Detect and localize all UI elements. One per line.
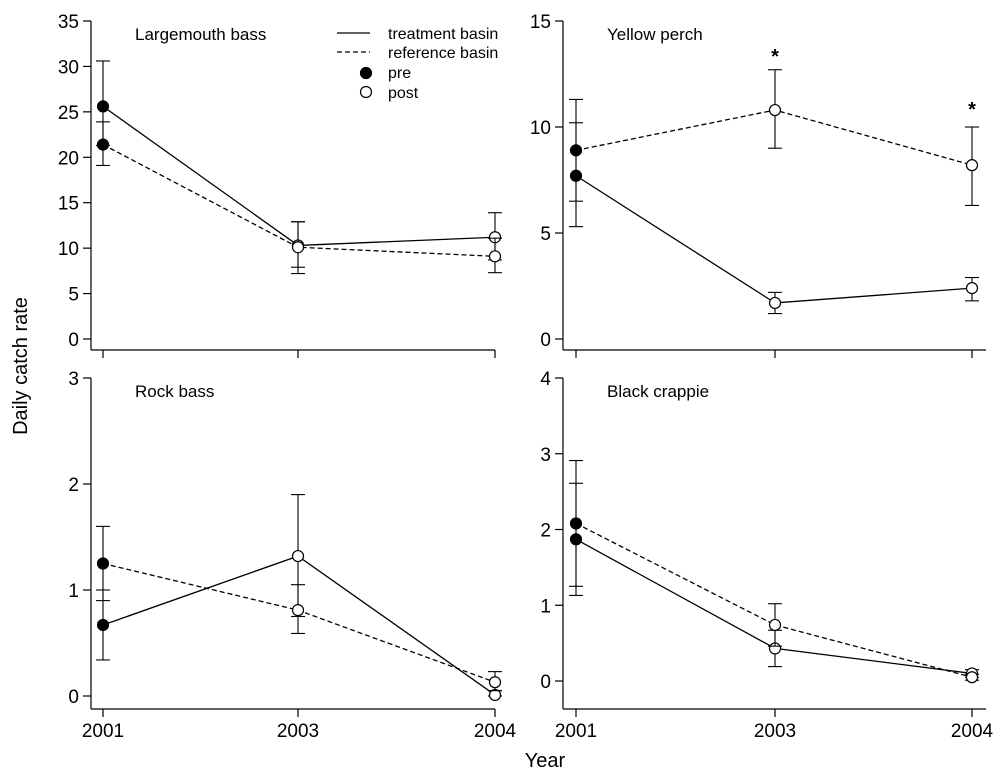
significance-marker: * bbox=[968, 99, 976, 121]
significance-marker: * bbox=[771, 46, 779, 68]
legend-label-reference: reference basin bbox=[388, 45, 498, 62]
reference-point-2003 bbox=[768, 103, 782, 117]
y-tick-label: 0 bbox=[68, 687, 79, 708]
y-tick-label: 0 bbox=[540, 672, 551, 693]
treatment-point-2003 bbox=[768, 296, 782, 310]
panel-title: Yellow perch bbox=[607, 25, 703, 44]
y-tick-label: 1 bbox=[540, 596, 551, 617]
legend-label-treatment: treatment basin bbox=[388, 26, 498, 43]
reference-point-2003 bbox=[291, 604, 305, 617]
panel-largemouth-bass: 0 5 10 15 20 25 30 35 Largemouth bass bbox=[58, 12, 502, 358]
x-tick-label: 2001 bbox=[82, 721, 124, 742]
reference-point-2001 bbox=[96, 557, 110, 570]
reference-series-line bbox=[575, 522, 973, 678]
y-tick-label: 15 bbox=[530, 12, 551, 33]
y-tick-label: 4 bbox=[540, 369, 551, 390]
x-tick-label: 2003 bbox=[277, 721, 319, 742]
panel-title: Largemouth bass bbox=[135, 25, 266, 44]
panel-yellow-perch: 0 5 10 15 Yellow perch * * bbox=[530, 12, 986, 358]
x-axis-label: Year bbox=[525, 750, 566, 772]
y-tick-label: 2 bbox=[68, 475, 79, 496]
y-tick-label: 1 bbox=[68, 581, 79, 602]
x-tick-label: 2003 bbox=[754, 721, 796, 742]
y-tick-label: 15 bbox=[58, 194, 79, 215]
reference-point-2001 bbox=[569, 144, 583, 157]
reference-point-2003 bbox=[291, 241, 305, 254]
reference-point-2001 bbox=[569, 517, 583, 530]
x-tick-label: 2001 bbox=[555, 721, 597, 742]
treatment-point-2001 bbox=[96, 100, 110, 113]
x-tick-label: 2004 bbox=[951, 721, 994, 742]
y-tick-label: 0 bbox=[68, 330, 79, 351]
legend-label-pre: pre bbox=[388, 65, 411, 82]
x-tick-label: 2004 bbox=[474, 721, 517, 742]
reference-point-2004 bbox=[965, 159, 979, 172]
y-tick-label: 10 bbox=[58, 239, 79, 260]
legend-label-post: post bbox=[388, 85, 419, 102]
y-tick-label: 3 bbox=[68, 369, 79, 390]
reference-series-line bbox=[102, 562, 496, 683]
reference-point-2003 bbox=[768, 618, 782, 632]
reference-series-line bbox=[575, 109, 973, 166]
reference-point-2004 bbox=[488, 676, 502, 689]
reference-point-2004 bbox=[488, 250, 502, 263]
legend: treatment basin reference basin pre post bbox=[337, 26, 498, 102]
y-tick-label: 5 bbox=[540, 224, 551, 245]
panel-title: Black crappie bbox=[607, 382, 709, 401]
y-tick-label: 5 bbox=[68, 285, 79, 306]
panel-title: Rock bass bbox=[135, 382, 214, 401]
treatment-point-2001 bbox=[96, 618, 110, 632]
treatment-point-2003 bbox=[291, 549, 305, 563]
y-tick-label: 10 bbox=[530, 118, 551, 139]
y-axis-label: Daily catch rate bbox=[10, 297, 32, 435]
treatment-point-2004 bbox=[965, 282, 979, 295]
y-tick-label: 35 bbox=[58, 12, 79, 33]
y-tick-label: 20 bbox=[58, 148, 79, 169]
y-tick-label: 25 bbox=[58, 103, 79, 124]
y-tick-label: 3 bbox=[540, 445, 551, 466]
legend-filled-circle-icon bbox=[359, 66, 373, 80]
reference-point-2004 bbox=[965, 671, 979, 684]
panel-black-crappie: 0 1 2 3 4 2001 2003 2004 Black crappie bbox=[540, 369, 993, 742]
y-tick-label: 2 bbox=[540, 521, 551, 542]
y-tick-label: 0 bbox=[540, 330, 551, 351]
treatment-series-line bbox=[575, 175, 973, 304]
reference-point-2001 bbox=[96, 138, 110, 151]
legend-open-circle-icon bbox=[359, 85, 373, 99]
panel-rock-bass: 0 1 2 3 2001 2003 2004 Rock bass bbox=[68, 369, 516, 742]
y-tick-label: 30 bbox=[58, 57, 79, 78]
